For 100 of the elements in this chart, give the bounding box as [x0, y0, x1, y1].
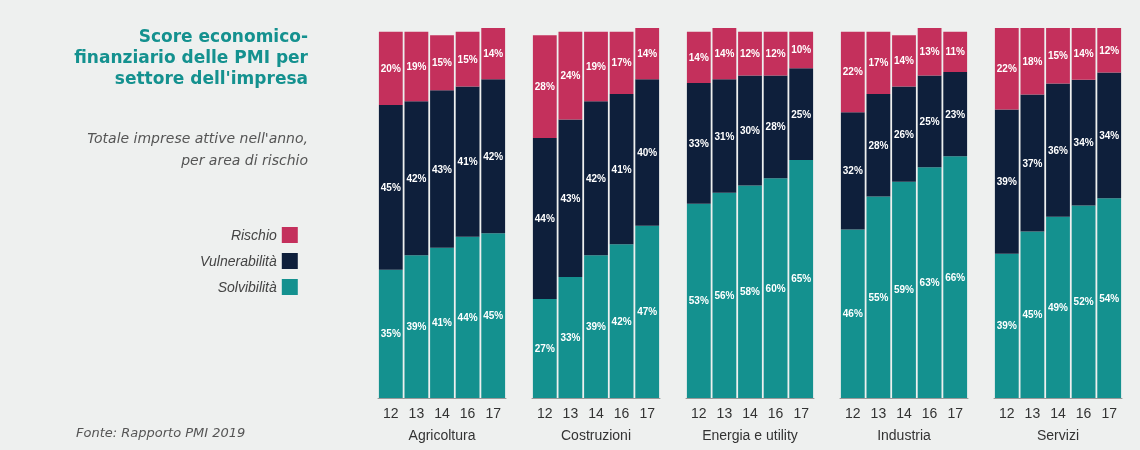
text: Score economico-finanziario delle PMI per settore dell'impresa	[73, 26, 308, 89]
data-label: 39%	[996, 320, 1017, 332]
x-axis-title: Servizi	[1036, 427, 1080, 443]
data-label: 31%	[714, 130, 735, 142]
data-label: 40%	[637, 147, 658, 159]
data-label: 28%	[868, 139, 889, 151]
x-tick-label: 13	[716, 405, 733, 421]
x-tick-label: 12	[999, 405, 1015, 421]
data-label: 19%	[406, 60, 427, 72]
x-tick-label: 13	[562, 405, 579, 421]
data-label: 60%	[765, 282, 786, 294]
data-label: 42%	[611, 315, 632, 327]
x-axis-title: Agricoltura	[408, 427, 476, 443]
data-label: 41%	[611, 163, 632, 175]
bar	[892, 35, 916, 87]
data-label: 55%	[868, 291, 889, 303]
x-tick-label: 17	[793, 405, 810, 421]
x-tick-label: 16	[921, 405, 938, 421]
bar	[738, 185, 762, 398]
x-axis-title: Energia e utility	[702, 427, 798, 443]
x-tick-label: 14	[742, 405, 758, 421]
data-label: 30%	[739, 125, 761, 137]
x-tick-label: 12	[691, 405, 707, 421]
data-label: 14%	[483, 48, 504, 60]
legend-label: Solvibilità	[217, 279, 278, 295]
data-label: 15%	[1047, 50, 1069, 62]
data-label: 37%	[1022, 157, 1043, 169]
data-label: 33%	[560, 332, 581, 344]
data-label: 66%	[945, 271, 966, 283]
data-label: 39%	[406, 321, 427, 333]
data-label: 42%	[585, 172, 607, 184]
x-tick-label: 16	[459, 405, 476, 421]
bar	[584, 31, 608, 102]
x-tick-label: 16	[767, 405, 784, 421]
data-label: 65%	[791, 273, 812, 285]
bar	[1046, 83, 1070, 217]
x-tick-label: 12	[845, 405, 861, 421]
data-label: 35%	[380, 328, 401, 340]
data-label: 45%	[483, 310, 504, 322]
data-label: 25%	[791, 108, 812, 120]
data-label: 44%	[534, 212, 555, 224]
data-label: 11%	[945, 46, 966, 58]
data-label: 15%	[457, 53, 478, 65]
x-axis-title: Costruzioni	[560, 427, 632, 443]
data-label: 33%	[688, 137, 709, 149]
bar	[430, 247, 454, 398]
data-label: 45%	[1022, 309, 1043, 321]
data-label: 49%	[1047, 301, 1069, 313]
bar	[1046, 216, 1070, 398]
bar	[738, 75, 762, 186]
data-label: 14%	[637, 48, 658, 60]
data-label: 24%	[560, 70, 581, 82]
data-label: 17%	[611, 57, 632, 69]
x-tick-label: 14	[1050, 405, 1066, 421]
data-label: 53%	[688, 295, 709, 307]
x-tick-label: 17	[485, 405, 502, 421]
bar	[430, 35, 454, 91]
bar	[430, 90, 454, 248]
data-label: 42%	[406, 172, 427, 184]
data-label: 14%	[714, 48, 735, 60]
data-label: 15%	[431, 57, 453, 69]
data-label: 32%	[842, 165, 863, 177]
data-label: 43%	[560, 192, 581, 204]
data-label: 14%	[893, 55, 915, 67]
bar	[584, 255, 608, 398]
x-tick-label: 16	[1075, 405, 1092, 421]
data-label: 28%	[534, 81, 555, 93]
data-label: 23%	[945, 108, 966, 120]
data-label: 20%	[380, 62, 401, 74]
data-label: 52%	[1073, 296, 1094, 308]
legend-label: Vulnerabilità	[200, 253, 278, 269]
data-label: 12%	[1099, 44, 1120, 56]
x-tick-label: 16	[613, 405, 630, 421]
bar	[1046, 28, 1070, 84]
data-label: 28%	[765, 121, 786, 133]
x-tick-label: 12	[537, 405, 553, 421]
data-label: 12%	[765, 48, 786, 60]
data-label: 12%	[739, 48, 761, 60]
data-label: 39%	[996, 176, 1017, 188]
x-tick-label: 13	[408, 405, 425, 421]
data-label: 41%	[457, 156, 478, 168]
source-note: Fonte: Rapporto PMI 2019	[76, 425, 246, 440]
x-axis-title: Industria	[877, 427, 932, 443]
data-label: 34%	[1073, 137, 1094, 149]
x-tick-label: 17	[947, 405, 964, 421]
data-label: 14%	[688, 51, 709, 63]
data-label: 58%	[739, 286, 761, 298]
data-label: 14%	[1073, 48, 1094, 60]
data-label: 17%	[868, 57, 889, 69]
data-label: 39%	[585, 321, 607, 333]
data-label: 18%	[1022, 55, 1043, 67]
x-tick-label: 13	[1024, 405, 1041, 421]
data-label: 34%	[1099, 129, 1120, 141]
x-tick-label: 17	[1101, 405, 1118, 421]
bar	[892, 86, 916, 182]
data-label: 13%	[919, 46, 940, 58]
data-label: 63%	[919, 277, 940, 289]
data-label: 44%	[457, 311, 478, 323]
x-tick-label: 14	[896, 405, 912, 421]
data-label: 22%	[842, 66, 863, 78]
